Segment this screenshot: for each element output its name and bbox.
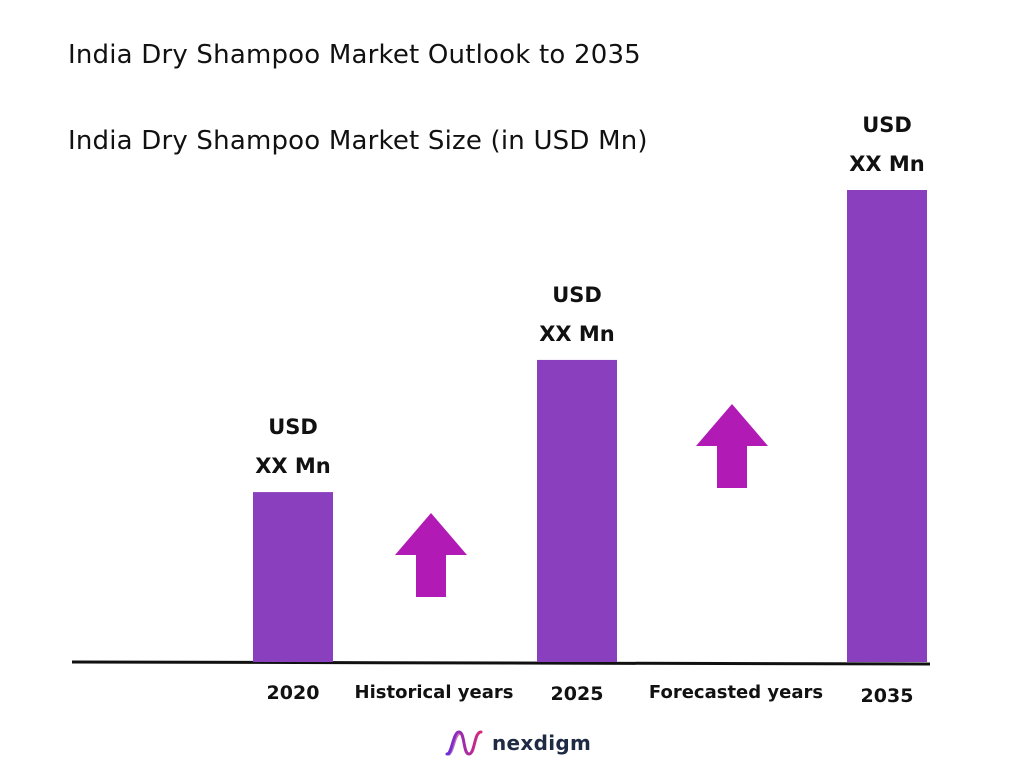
historical-years-label: Historical years — [355, 682, 514, 703]
bar-value-label: XX Mn — [255, 454, 331, 478]
x-tick-label: 2035 — [861, 685, 914, 707]
nexdigm-wave-icon — [445, 730, 483, 756]
up-arrow-icon — [696, 404, 768, 488]
bar-value-label: USD — [552, 283, 602, 307]
bar-value-label: XX Mn — [849, 152, 925, 176]
bar-2035 — [847, 190, 927, 662]
bar-2020 — [253, 492, 333, 662]
nexdigm-logo: nexdigm — [444, 727, 591, 759]
chart-title: India Dry Shampoo Market Outlook to 2035 — [68, 40, 641, 70]
bar-value-label: USD — [268, 415, 318, 439]
bar-value-label: XX Mn — [539, 322, 615, 346]
bar-value-label: USD — [862, 113, 912, 137]
forecasted-years-label: Forecasted years — [649, 682, 823, 703]
logo-text: nexdigm — [492, 731, 592, 755]
up-arrow-icon — [395, 513, 467, 597]
x-axis-line — [71, 660, 931, 666]
chart-subtitle: India Dry Shampoo Market Size (in USD Mn… — [68, 126, 648, 156]
x-tick-label: 2025 — [551, 683, 604, 705]
x-tick-label: 2020 — [267, 682, 320, 704]
bar-2025 — [537, 359, 617, 662]
